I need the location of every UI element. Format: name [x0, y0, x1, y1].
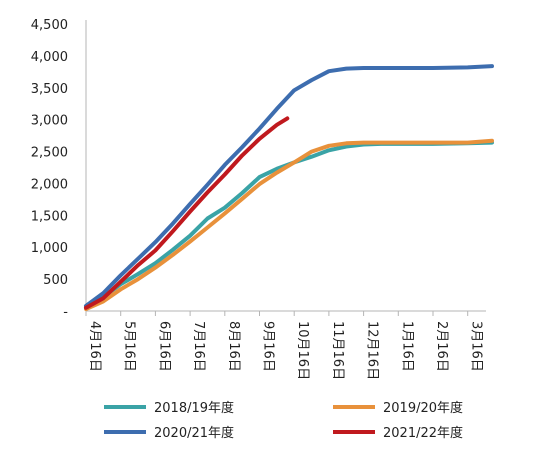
x-tick-label: 8月16日: [226, 321, 241, 372]
legend-label: 2019/20年度: [383, 400, 463, 416]
y-tick-label: 3,500: [31, 82, 68, 97]
legend-item-2: 2019/20年度: [333, 400, 463, 416]
series-lines: [84, 64, 494, 312]
x-tick-label: 3月16日: [469, 321, 484, 372]
y-tick-label: -: [63, 305, 68, 320]
y-tick-label: 3,000: [31, 114, 68, 129]
y-tick-label: 2,500: [31, 146, 68, 161]
x-tick-label: 9月16日: [261, 321, 276, 372]
x-tick-label: 10月16日: [295, 321, 310, 380]
series-line-3: [84, 64, 494, 308]
y-tick-label: 1,000: [31, 241, 68, 256]
x-tick-label: 5月16日: [122, 321, 137, 372]
y-tick-label: 1,500: [31, 209, 68, 224]
series-line-2: [84, 138, 494, 312]
y-tick-label: 2,000: [31, 177, 68, 192]
x-tick-label: 4月16日: [87, 321, 102, 372]
y-tick-label: 4,500: [31, 18, 68, 33]
legend-item-3: 2020/21年度: [104, 425, 234, 441]
legend-label: 2020/21年度: [154, 425, 234, 441]
series-line-4: [84, 116, 290, 310]
y-axis: - 500 1,000 1,500 2,000 2,500 3,000 3,500 4,000 4…: [31, 18, 87, 320]
x-tick-label: 6月16日: [156, 321, 171, 372]
y-tick-label: 500: [43, 273, 68, 288]
legend: 2018/19年度 2019/20年度 2020/21年度 2021/22年度: [104, 400, 463, 441]
legend-item-1: 2018/19年度: [104, 400, 234, 416]
x-tick-label: 11月16日: [330, 321, 345, 380]
x-tick-label: 7月16日: [191, 321, 206, 372]
legend-label: 2021/22年度: [383, 425, 463, 441]
x-tick-label: 2月16日: [434, 321, 449, 372]
x-tick-label: 12月16日: [365, 321, 380, 380]
y-tick-label: 4,000: [31, 50, 68, 65]
x-tick-label: 1月16日: [399, 321, 414, 372]
legend-label: 2018/19年度: [154, 400, 234, 416]
x-axis: 4月16日 5月16日 6月16日 7月16日 8月16日 9月16日 10月16日 11月1…: [85, 310, 486, 380]
legend-item-4: 2021/22年度: [333, 425, 463, 441]
